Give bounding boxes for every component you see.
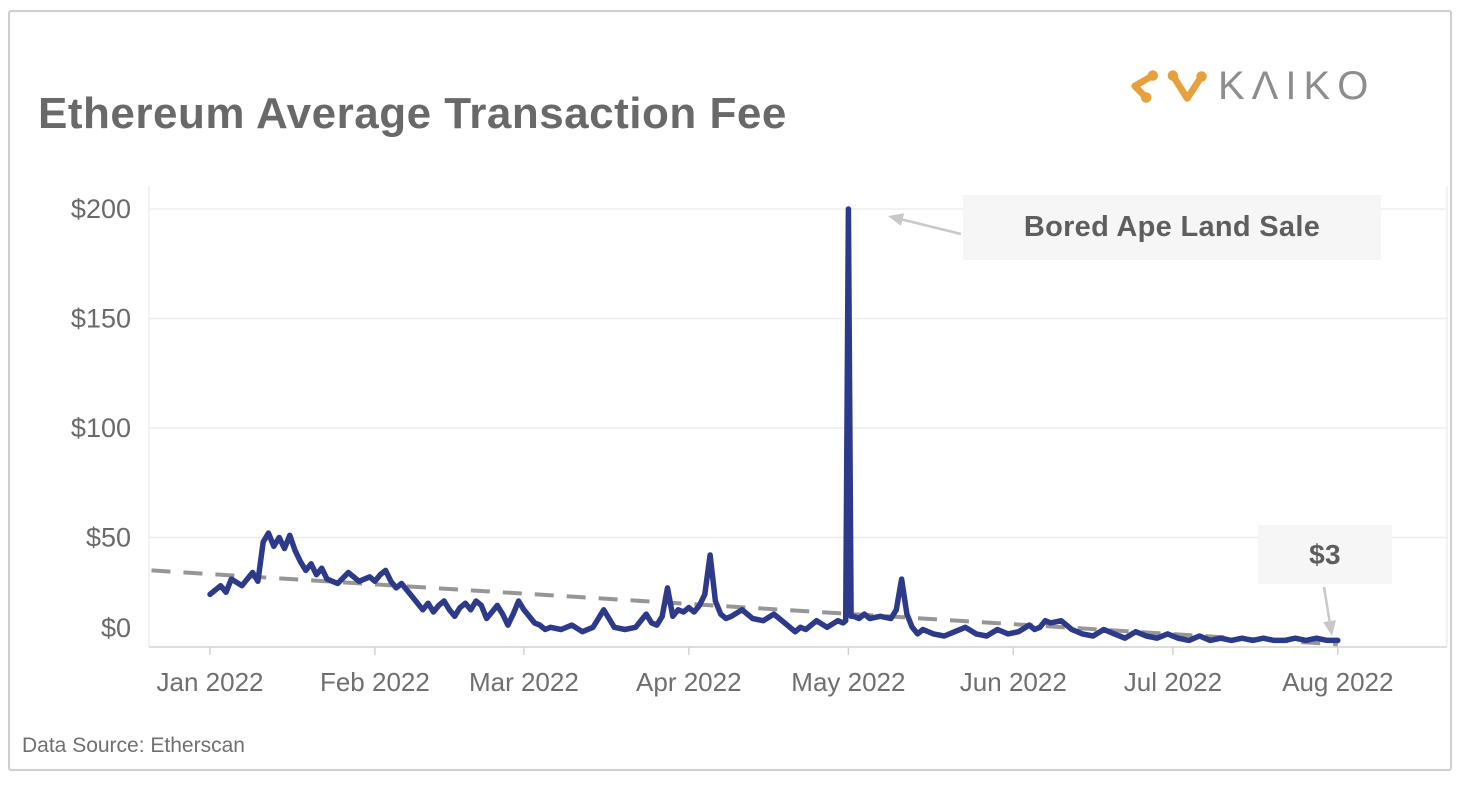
data-source-note: Data Source: Etherscan (22, 734, 245, 757)
y-tick-label-3: $150 (71, 304, 131, 334)
x-tick-label-7: Aug 2022 (1282, 667, 1393, 697)
chart-card (8, 10, 1452, 771)
x-tick-label-1: Feb 2022 (320, 667, 430, 697)
trendline (151, 568, 1338, 647)
x-tick-label-5: Jun 2022 (960, 667, 1067, 697)
x-tick-label-3: Apr 2022 (636, 667, 742, 697)
kaiko-logo: KΛIKO (1128, 64, 1375, 109)
y-tick-label-1: $50 (86, 523, 131, 553)
x-tick-label-6: Jul 2022 (1124, 667, 1222, 697)
y-tick-label-0: $0 (101, 613, 131, 643)
x-tick-label-0: Jan 2022 (157, 667, 264, 697)
bored-ape-arrow-icon (888, 213, 962, 236)
annotation-three-dollars: $3 (1258, 525, 1392, 584)
y-tick-label-4: $200 (71, 194, 131, 224)
page-title: Ethereum Average Transaction Fee (38, 89, 787, 139)
annotation-three-dollars-label: $3 (1309, 538, 1341, 570)
fee-line (207, 206, 1341, 644)
three-dollar-arrow-icon (1322, 586, 1336, 636)
x-tick-label-4: May 2022 (791, 667, 905, 697)
kaiko-logo-text: KΛIKO (1218, 64, 1376, 108)
y-tick-label-2: $100 (71, 413, 131, 443)
annotation-bored-ape-land-sale: Bored Ape Land Sale (963, 195, 1381, 260)
kaiko-node-mark-icon (1131, 69, 1207, 103)
x-tick-label-2: Mar 2022 (469, 667, 579, 697)
annotation-bored-ape-label: Bored Ape Land Sale (1023, 211, 1321, 243)
